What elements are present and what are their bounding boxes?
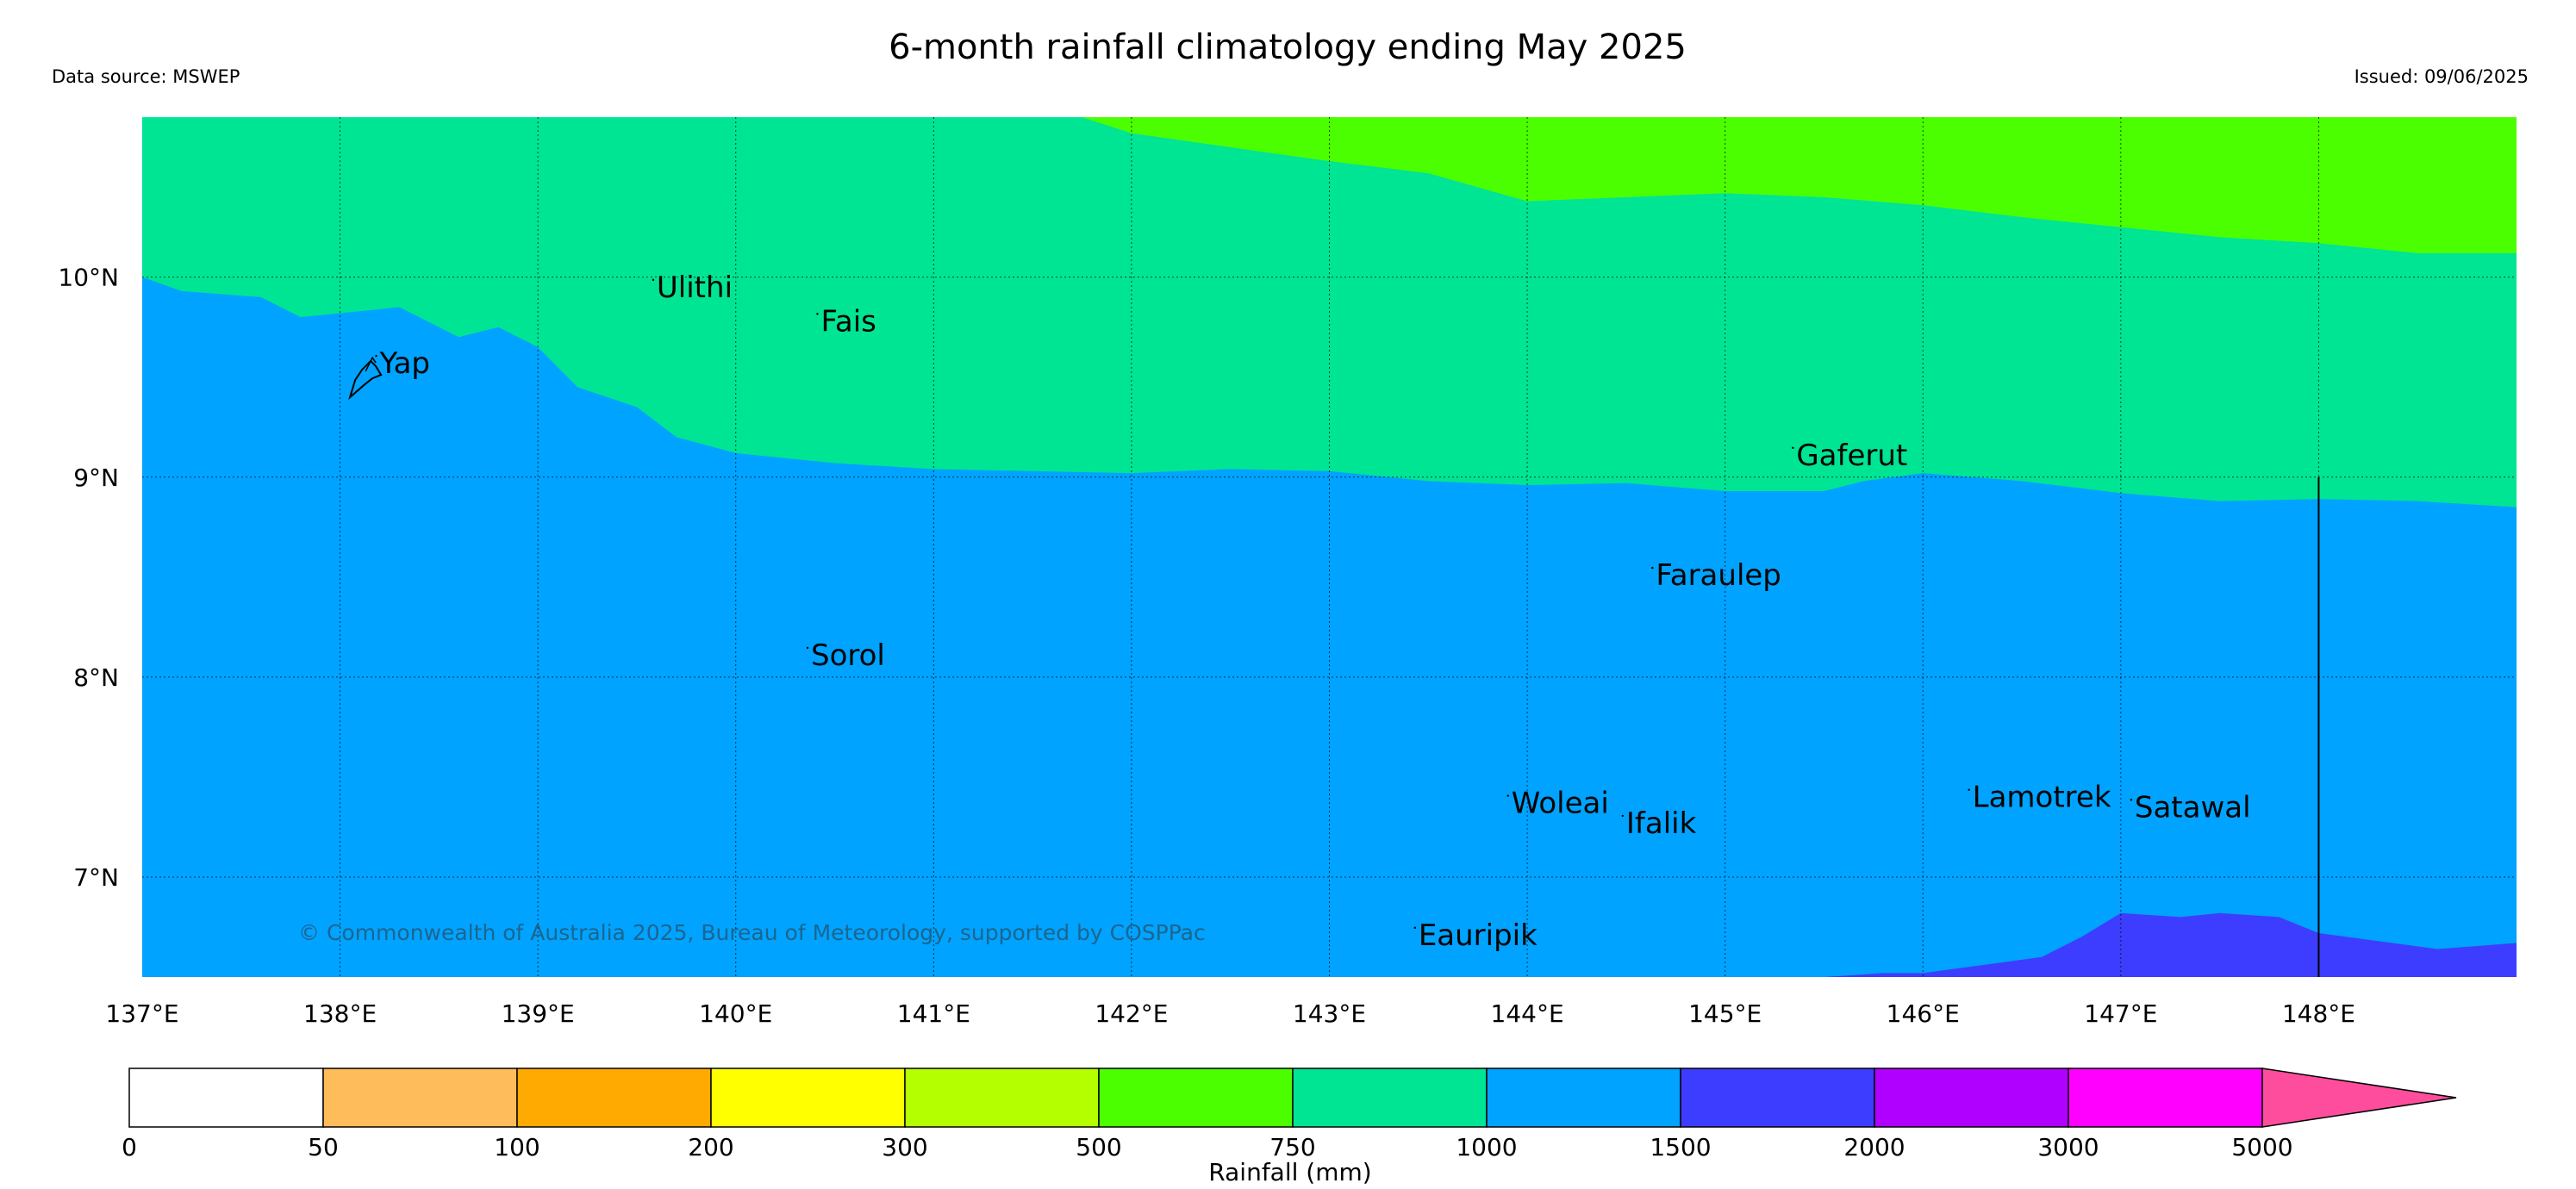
lat-tick-label: 9°N xyxy=(73,464,119,492)
place-marker xyxy=(1506,794,1509,797)
colorbar-segment xyxy=(516,1068,712,1128)
lon-tick-label: 139°E xyxy=(502,999,575,1028)
place-label-satawal: Satawal xyxy=(2135,790,2251,825)
colorbar-tick-label: 0 xyxy=(122,1133,137,1161)
colorbar-segment xyxy=(1292,1068,1488,1128)
colorbar-segment xyxy=(322,1068,518,1128)
colorbar-tick-label: 2000 xyxy=(1843,1133,1905,1161)
place-marker xyxy=(1621,814,1625,818)
place-marker xyxy=(1651,566,1654,570)
place-label-yap: Yap xyxy=(379,346,431,381)
place-marker xyxy=(816,313,819,315)
latitude-tick-labels: 10°N 9°N 8°N 7°N xyxy=(58,264,119,892)
place-label-faraulep: Faraulep xyxy=(1656,558,1781,593)
colorbar-tick-label: 50 xyxy=(308,1133,339,1161)
zone-1500-2000 xyxy=(1824,912,2517,977)
lon-tick-label: 140°E xyxy=(699,999,772,1028)
place-marker xyxy=(1413,926,1417,930)
yap-island-shape xyxy=(348,359,383,401)
copyright-credit: © Commonwealth of Australia 2025, Bureau… xyxy=(298,920,1206,945)
colorbar-tick-label: 3000 xyxy=(2037,1133,2099,1161)
colorbar-segment xyxy=(1098,1068,1294,1128)
lon-tick-label: 145°E xyxy=(1688,999,1762,1028)
colorbar-segment xyxy=(1680,1068,1875,1128)
place-label-ulithi: Ulithi xyxy=(657,271,733,305)
place-label-lamotrek: Lamotrek xyxy=(1973,781,2111,815)
lon-tick-label: 147°E xyxy=(2084,999,2157,1028)
lon-tick-label: 143°E xyxy=(1293,999,1366,1028)
place-label-gaferut: Gaferut xyxy=(1796,439,1907,473)
colorbar-tick-label: 200 xyxy=(688,1133,733,1161)
lon-tick-label: 141°E xyxy=(897,999,970,1028)
place-label-eauripik: Eauripik xyxy=(1419,918,1537,953)
colorbar-segment xyxy=(2068,1068,2263,1128)
place-label-fais: Fais xyxy=(820,304,876,339)
rainfall-colorbar xyxy=(128,1068,2457,1128)
place-label-woleai: Woleai xyxy=(1512,787,1609,821)
lat-tick-label: 8°N xyxy=(73,663,119,692)
yap-island-outline xyxy=(348,356,383,401)
colorbar-tick-label: 1500 xyxy=(1650,1133,1711,1161)
lon-tick-label: 148°E xyxy=(2282,999,2355,1028)
lon-tick-label: 137°E xyxy=(105,999,178,1028)
lon-tick-label: 138°E xyxy=(303,999,377,1028)
lat-tick-label: 10°N xyxy=(58,264,119,292)
place-marker xyxy=(652,278,655,282)
lon-tick-label: 142°E xyxy=(1095,999,1168,1028)
yap-island-detail xyxy=(365,356,377,372)
place-marker xyxy=(806,646,809,650)
colorbar-tick-label: 500 xyxy=(1076,1133,1121,1161)
place-marker xyxy=(375,354,377,358)
zone-500-750 xyxy=(1082,117,2517,253)
lat-tick-label: 7°N xyxy=(73,863,119,892)
map-gridlines xyxy=(142,117,2517,977)
place-labels: Yap Ulithi Fais Gaferut Faraulep Sorol Woleai I… xyxy=(375,271,2251,953)
colorbar-segment xyxy=(904,1068,1100,1128)
longitude-tick-labels: 137°E 138°E 139°E 140°E 141°E 142°E 143°E 144°E… xyxy=(105,999,2355,1028)
place-label-sorol: Sorol xyxy=(811,638,885,673)
colorbar-segment xyxy=(1874,1068,2069,1128)
lon-tick-label: 146°E xyxy=(1887,999,1960,1028)
rainfall-zones xyxy=(142,117,2517,977)
colorbar-segment xyxy=(128,1068,324,1128)
colorbar-tick-label: 750 xyxy=(1269,1133,1315,1161)
data-source-label: Data source: MSWEP xyxy=(52,66,240,87)
colorbar-label: Rainfall (mm) xyxy=(1208,1158,1371,1186)
place-marker xyxy=(1792,446,1794,450)
lon-tick-label: 144°E xyxy=(1491,999,1564,1028)
colorbar-tick-label: 300 xyxy=(882,1133,927,1161)
colorbar-extend-arrow xyxy=(2261,1068,2457,1128)
place-label-ifalik: Ifalik xyxy=(1626,806,1697,841)
colorbar-tick-label: 5000 xyxy=(2231,1133,2292,1161)
colorbar-segment xyxy=(710,1068,906,1128)
figure-title: 6-month rainfall climatology ending May … xyxy=(889,28,1687,67)
colorbar-segment xyxy=(1486,1068,1681,1128)
colorbar-tick-labels: 0 50 100 200 300 500 750 1000 1500 2000 3000 5000 xyxy=(122,1133,2293,1161)
colorbar-tick-label: 1000 xyxy=(1456,1133,1517,1161)
place-marker xyxy=(1968,788,1970,791)
place-marker xyxy=(2130,799,2133,801)
rainfall-map: Yap Ulithi Fais Gaferut Faraulep Sorol Woleai I… xyxy=(142,117,2517,977)
colorbar-tick-label: 100 xyxy=(494,1133,540,1161)
issued-date-label: Issued: 09/06/2025 xyxy=(2355,66,2529,87)
